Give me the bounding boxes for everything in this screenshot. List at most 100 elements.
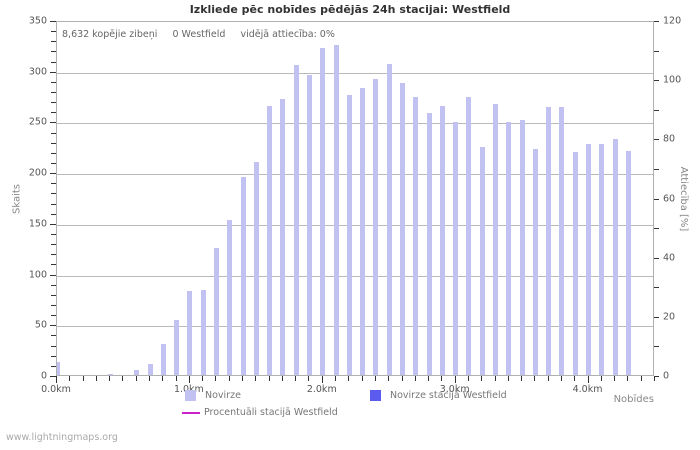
x-axis-tick (441, 376, 443, 381)
legend-item[interactable]: Novirze stacijā Westfield (370, 390, 507, 401)
y-axis-right-tick (654, 316, 659, 318)
gridline (57, 174, 653, 176)
x-axis-tick (242, 376, 244, 381)
y-axis-left-label: 100 (28, 269, 47, 281)
x-axis-tick (640, 376, 642, 381)
x-axis-tick (69, 376, 71, 381)
x-axis-tick (654, 376, 655, 381)
y-axis-left-tick (50, 274, 56, 276)
bar (439, 106, 445, 375)
y-axis-right-label: 20 (663, 311, 676, 323)
plot-area (56, 21, 654, 376)
x-axis-label: 2.0km (306, 384, 337, 395)
y-axis-left-tick (50, 122, 56, 124)
y-axis-right-tick (654, 109, 659, 111)
bar (599, 143, 605, 375)
y-axis-left-label: 150 (28, 218, 47, 230)
bar (479, 146, 485, 375)
x-axis-tick (122, 376, 124, 381)
y-axis-left-tick (51, 142, 56, 144)
bar (306, 74, 312, 375)
x-axis-title: Nobīdes (613, 394, 654, 405)
y-axis-left-tick (51, 234, 56, 235)
x-axis-label: 3.0km (439, 384, 470, 395)
bar (187, 290, 193, 375)
bar (240, 177, 246, 375)
x-axis-tick (534, 376, 536, 381)
bar (506, 122, 512, 375)
x-axis-tick (82, 376, 84, 381)
y-axis-left-tick (50, 325, 56, 327)
x-axis-tick (521, 376, 523, 381)
bar (346, 95, 352, 375)
y-axis-right-tick (654, 80, 659, 82)
y-axis-left-tick (51, 284, 56, 286)
y-axis-right-tick (654, 21, 659, 22)
y-axis-left-tick (50, 71, 56, 73)
legend-item[interactable]: Novirze (185, 390, 241, 401)
bar (267, 106, 273, 375)
y-axis-left-tick (51, 305, 56, 306)
x-axis-tick (388, 376, 390, 381)
x-axis-tick (614, 376, 616, 381)
legend-label: Procentuāli stacijā Westfield (204, 407, 338, 418)
bar (320, 48, 326, 375)
y-axis-left-tick (51, 51, 56, 53)
y-axis-right: Attiecība [%] 0 20 40 60 80 100 120 (654, 16, 700, 382)
x-axis-tick (600, 376, 602, 381)
gridline (57, 326, 653, 328)
y-axis-right-tick (654, 50, 659, 52)
gridline (57, 224, 653, 226)
x-axis-tick (454, 376, 456, 383)
y-axis-left-tick (50, 173, 56, 175)
bar (360, 87, 366, 375)
gridline (57, 123, 653, 125)
y-axis-left-tick (51, 41, 56, 43)
bar (134, 369, 140, 375)
y-axis-left-tick (51, 335, 56, 337)
x-axis-tick (335, 376, 337, 381)
gridline (57, 72, 653, 74)
y-axis-left-tick (51, 183, 56, 185)
x-axis-tick (295, 376, 297, 381)
y-axis-left-tick (51, 294, 56, 296)
y-axis-left-tick (51, 365, 56, 367)
y-axis-left-tick (51, 92, 56, 93)
x-axis-tick (228, 376, 230, 381)
x-axis-tick (494, 376, 496, 381)
x-axis-tick (321, 376, 323, 383)
x-axis-label: 4.0km (572, 384, 603, 395)
bar (200, 289, 206, 375)
y-axis-left-tick (50, 376, 56, 377)
bar (147, 363, 153, 375)
bar (227, 219, 233, 375)
x-axis-tick (587, 376, 589, 383)
bar (213, 248, 219, 375)
x-axis-tick (95, 376, 97, 381)
y-axis-right-tick (654, 287, 659, 289)
y-axis-right-title: Attiecība [%] (678, 166, 690, 232)
x-axis-tick (188, 376, 190, 383)
y-axis-left-label: 250 (28, 116, 47, 128)
bar (386, 63, 392, 375)
y-axis-left-tick (51, 163, 56, 164)
y-axis-right-tick (654, 198, 659, 200)
bar (293, 64, 299, 375)
bar (174, 320, 180, 375)
bar (400, 82, 405, 375)
y-axis-right-label: 120 (663, 15, 682, 27)
y-axis-right-label: 0 (663, 370, 670, 382)
x-axis-tick (268, 376, 270, 381)
x-axis-tick (215, 376, 217, 381)
y-axis-left-tick (51, 355, 56, 357)
y-axis-left-tick (51, 315, 56, 317)
x-axis-tick (627, 376, 629, 381)
y-axis-left-label: 300 (28, 66, 47, 78)
legend-swatch (370, 390, 381, 401)
y-axis-left-tick (51, 81, 56, 83)
bars-layer (57, 22, 653, 375)
x-axis-tick (361, 376, 363, 381)
y-axis-left-tick (51, 152, 56, 154)
legend-item[interactable]: Procentuāli stacijā Westfield (182, 407, 338, 418)
